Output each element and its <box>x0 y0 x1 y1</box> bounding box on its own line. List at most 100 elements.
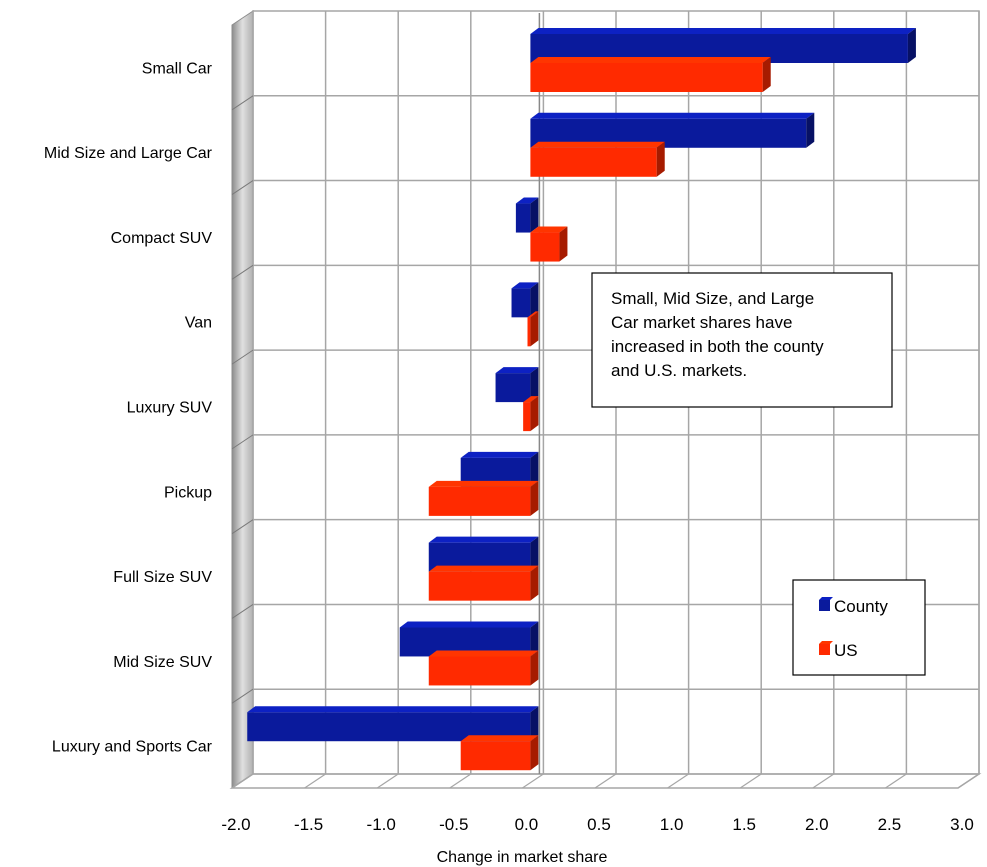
x-axis-label: Change in market share <box>437 849 608 866</box>
bar-county-2 <box>515 197 539 233</box>
bar-us-5-side <box>530 480 539 516</box>
bar-us-8-side <box>530 735 539 771</box>
wall-gridline <box>231 95 254 111</box>
x-tick-label: 1.0 <box>660 815 684 834</box>
bar-us-8 <box>460 735 539 771</box>
annotation-line: Car market shares have <box>611 313 792 332</box>
bar-us-3-side <box>530 311 539 347</box>
bar-us-1 <box>530 141 665 177</box>
floor-gridline <box>957 773 980 789</box>
x-tick-label: -2.0 <box>221 815 250 834</box>
bar-us-7 <box>428 650 539 686</box>
legend: County US <box>792 579 926 676</box>
bar-us-4-top <box>523 396 539 403</box>
category-label: Small Car <box>142 60 213 77</box>
floor-gridline <box>449 773 472 789</box>
bar-county-4-side <box>530 367 539 403</box>
bar-us-6-top <box>428 565 539 572</box>
bar-county-0-top <box>530 28 916 34</box>
bar-us-5-top <box>428 480 539 487</box>
bar-us-7-front <box>428 656 531 686</box>
wall-gridline <box>231 604 254 619</box>
legend-swatch <box>819 644 830 655</box>
bar-us-8-top <box>460 735 539 742</box>
x-tick-label: 1.5 <box>732 815 756 834</box>
bar-county-1-top <box>530 112 815 119</box>
floor-gridline <box>522 773 544 789</box>
floor-gridline <box>231 773 254 789</box>
annotation-line: and U.S. markets. <box>611 361 747 380</box>
bar-county-0-side <box>907 28 916 63</box>
bar-us-2 <box>530 226 568 262</box>
floor-gridline <box>594 773 617 789</box>
legend-label: US <box>834 641 858 660</box>
category-labels: Small Car Mid Size and Large Car Compact S… <box>44 60 213 755</box>
legend-swatch-top <box>819 641 833 644</box>
wall-gridline <box>231 434 254 450</box>
category-label: Luxury and Sports Car <box>52 739 213 756</box>
bar-county-3 <box>511 282 539 318</box>
annotation-line: increased in both the county <box>611 337 824 356</box>
category-label: Pickup <box>164 484 212 501</box>
x-tick-label: 0.0 <box>515 815 539 834</box>
legend-label: County <box>834 597 888 616</box>
bars <box>247 28 916 771</box>
bar-us-6-front <box>428 571 531 601</box>
bar-county-7-side <box>530 621 539 657</box>
x-tick-label: -0.5 <box>439 815 468 834</box>
bar-us-7-top <box>428 650 539 657</box>
bar-us-0 <box>530 57 771 92</box>
bar-us-4-front <box>523 402 531 432</box>
bar-us-3-front <box>527 317 531 347</box>
bar-us-5-front <box>428 486 531 516</box>
bar-us-6-side <box>530 565 539 601</box>
bar-county-3-front <box>511 288 531 318</box>
bar-us-1-front <box>530 147 657 177</box>
bar-county-8-top <box>247 706 539 713</box>
bar-county-5-side <box>530 451 539 487</box>
category-label: Van <box>185 315 212 332</box>
bar-us-1-side <box>656 141 665 177</box>
floor-gridline <box>885 773 907 789</box>
x-tick-label: -1.0 <box>367 815 396 834</box>
floor-gridline <box>304 773 326 789</box>
x-tick-label: 2.5 <box>878 815 902 834</box>
wall-gridline <box>231 688 254 704</box>
category-label: Full Size SUV <box>113 569 212 586</box>
bar-county-4 <box>495 367 539 403</box>
wall-gridline <box>231 264 254 280</box>
category-label: Compact SUV <box>111 230 213 247</box>
bar-us-5 <box>428 480 539 516</box>
annotation-frame <box>591 272 893 408</box>
floor-gridline <box>376 773 399 789</box>
x-tick-label: 3.0 <box>950 815 974 834</box>
bar-us-0-front <box>530 63 763 92</box>
bar-us-1-top <box>530 141 665 148</box>
bar-us-2-front <box>530 232 560 262</box>
bar-us-8-front <box>460 741 531 771</box>
bar-county-3-top <box>511 282 539 289</box>
category-label: Luxury SUV <box>127 400 213 417</box>
legend-frame <box>792 579 926 676</box>
bar-county-5-top <box>460 451 539 458</box>
legend-swatch <box>819 600 830 611</box>
bar-us-2-side <box>559 226 568 262</box>
bar-county-6-top <box>428 536 539 543</box>
x-tick-labels: -2.0 -1.5 -1.0 -0.5 0.0 0.5 1.0 1.5 2.0 2.5 3.0 <box>221 815 973 834</box>
bar-us-6 <box>428 565 539 601</box>
bar-us-4 <box>523 396 539 432</box>
wall-gridline <box>231 180 254 195</box>
bar-county-4-front <box>495 373 531 403</box>
category-label: Mid Size SUV <box>113 654 212 671</box>
floor-gridline <box>667 773 689 789</box>
bar-us-3 <box>527 311 539 347</box>
plot-left-wall <box>231 10 254 789</box>
wall-gridline <box>231 519 254 535</box>
wall-gridline <box>231 349 254 365</box>
bar-us-4-side <box>530 396 539 432</box>
x-tick-label: 2.0 <box>805 815 829 834</box>
bar-county-4-top <box>495 367 539 374</box>
bar-county-1-side <box>806 112 815 148</box>
bar-county-2-front <box>515 203 531 233</box>
